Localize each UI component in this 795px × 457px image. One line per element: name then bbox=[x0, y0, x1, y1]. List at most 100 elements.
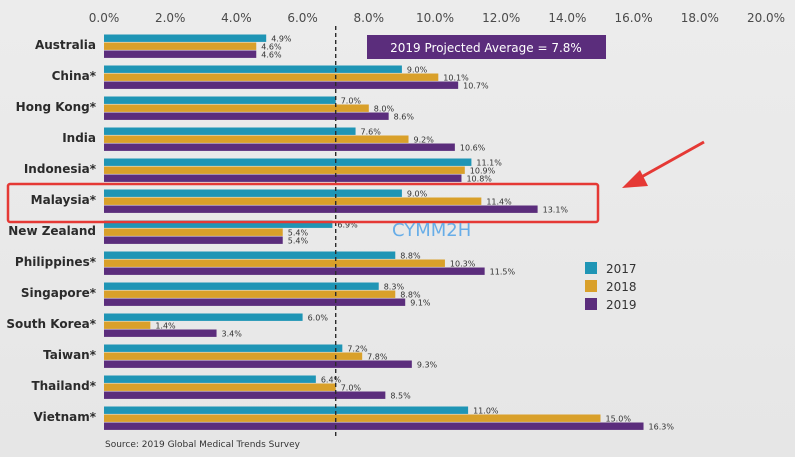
data-label-india-2017: 7.6% bbox=[361, 127, 382, 136]
bar-hong-kong-2017 bbox=[104, 96, 336, 104]
data-label-vietnam-2017: 11.0% bbox=[473, 406, 499, 415]
data-label-south-korea-2018: 1.4% bbox=[155, 321, 176, 330]
bar-singapore-2018 bbox=[104, 290, 396, 298]
category-label-taiwan: Taiwan* bbox=[43, 348, 97, 362]
bar-australia-2017 bbox=[104, 34, 267, 42]
category-label-indonesia: Indonesia* bbox=[24, 162, 97, 176]
data-label-india-2018: 9.2% bbox=[414, 135, 435, 144]
data-label-singapore-2019: 9.1% bbox=[410, 298, 431, 307]
bar-philippines-2019 bbox=[104, 267, 485, 275]
data-label-australia-2018: 4.6% bbox=[261, 42, 282, 51]
category-label-china: China* bbox=[52, 69, 97, 83]
bar-australia-2018 bbox=[104, 42, 257, 50]
bar-taiwan-2018 bbox=[104, 352, 363, 360]
annotation-arrow bbox=[622, 140, 705, 188]
legend-label-2017: 2017 bbox=[606, 262, 637, 276]
bar-south-korea-2018 bbox=[104, 321, 151, 329]
source-note: Source: 2019 Global Medical Trends Surve… bbox=[105, 440, 301, 450]
category-label-vietnam: Vietnam* bbox=[34, 410, 97, 424]
data-label-philippines-2017: 8.8% bbox=[400, 251, 421, 260]
data-label-vietnam-2019: 16.3% bbox=[649, 422, 675, 431]
projected-average-box bbox=[367, 35, 606, 59]
bar-thailand-2018 bbox=[104, 383, 336, 391]
data-label-china-2019: 10.7% bbox=[463, 81, 489, 90]
legend: 2017 2018 2019 bbox=[585, 262, 637, 312]
legend-label-2018: 2018 bbox=[606, 280, 637, 294]
data-label-south-korea-2019: 3.4% bbox=[222, 329, 243, 338]
legend-swatch-2018 bbox=[585, 280, 597, 292]
bar-malaysia-2019 bbox=[104, 205, 538, 213]
data-label-indonesia-2017: 11.1% bbox=[476, 158, 502, 167]
category-label-india: India bbox=[62, 131, 96, 145]
watermark-text: CYMM2H bbox=[392, 220, 471, 241]
category-label-hong-kong: Hong Kong* bbox=[16, 100, 97, 114]
data-label-indonesia-2019: 10.8% bbox=[466, 174, 492, 183]
x-axis-ticks: 0.0% 2.0% 4.0% 6.0% 8.0% 10.0% 12.0% 14.0% 16.0%… bbox=[89, 11, 785, 25]
bar-philippines-2018 bbox=[104, 259, 445, 267]
bar-india-2017 bbox=[104, 127, 356, 135]
bar-indonesia-2018 bbox=[104, 166, 465, 174]
bar-vietnam-2017 bbox=[104, 406, 469, 414]
category-label-thailand: Thailand* bbox=[31, 379, 96, 393]
data-label-thailand-2018: 7.0% bbox=[341, 383, 362, 392]
bar-taiwan-2019 bbox=[104, 360, 412, 368]
data-label-singapore-2018: 8.8% bbox=[400, 290, 421, 299]
x-tick-label: 16.0% bbox=[615, 11, 653, 25]
projected-average-badge: 2019 Projected Average = 7.8% bbox=[367, 35, 606, 59]
bar-south-korea-2019 bbox=[104, 329, 217, 337]
bar-vietnam-2019 bbox=[104, 422, 644, 430]
bar-malaysia-2018 bbox=[104, 197, 482, 205]
bar-china-2019 bbox=[104, 81, 459, 89]
data-label-new-zealand-2017: 6.9% bbox=[337, 220, 358, 229]
data-label-australia-2017: 4.9% bbox=[271, 34, 292, 43]
category-label-australia: Australia bbox=[35, 38, 96, 52]
bar-hong-kong-2019 bbox=[104, 112, 389, 120]
data-label-singapore-2017: 8.3% bbox=[384, 282, 405, 291]
x-tick-label: 8.0% bbox=[354, 11, 385, 25]
data-label-hong-kong-2019: 8.6% bbox=[394, 112, 415, 121]
data-label-malaysia-2019: 13.1% bbox=[543, 205, 569, 214]
data-label-hong-kong-2017: 7.0% bbox=[341, 96, 362, 105]
malaysia-highlight-box bbox=[6, 182, 600, 224]
bar-thailand-2019 bbox=[104, 391, 386, 399]
legend-label-2019: 2019 bbox=[606, 298, 637, 312]
bar-new-zealand-2018 bbox=[104, 228, 283, 236]
legend-swatch-2017 bbox=[585, 262, 597, 274]
bar-singapore-2017 bbox=[104, 282, 379, 290]
bar-singapore-2019 bbox=[104, 298, 406, 306]
x-tick-label: 14.0% bbox=[548, 11, 586, 25]
category-label-malaysia: Malaysia* bbox=[31, 193, 97, 207]
legend-swatch-2019 bbox=[585, 298, 597, 310]
x-tick-label: 20.0% bbox=[747, 11, 785, 25]
data-label-philippines-2019: 11.5% bbox=[490, 267, 516, 276]
bar-hong-kong-2018 bbox=[104, 104, 369, 112]
bar-indonesia-2017 bbox=[104, 158, 472, 166]
arrow-head bbox=[622, 170, 648, 188]
data-label-vietnam-2018: 15.0% bbox=[606, 414, 632, 423]
data-label-india-2019: 10.6% bbox=[460, 143, 486, 152]
data-label-malaysia-2018: 11.4% bbox=[486, 197, 512, 206]
bar-india-2019 bbox=[104, 143, 455, 151]
data-label-indonesia-2018: 10.9% bbox=[470, 166, 496, 175]
x-tick-label: 4.0% bbox=[221, 11, 252, 25]
bar-new-zealand-2017 bbox=[104, 220, 333, 228]
data-label-taiwan-2017: 7.2% bbox=[347, 344, 368, 353]
x-tick-label: 2.0% bbox=[155, 11, 186, 25]
labels-group: Australia 4.9%4.6%4.6%China* 9.0%10.1%10.7… bbox=[6, 34, 674, 431]
projected-average-label: 2019 Projected Average = 7.8% bbox=[390, 41, 582, 55]
x-tick-label: 10.0% bbox=[416, 11, 454, 25]
bar-south-korea-2017 bbox=[104, 313, 303, 321]
category-label-south-korea: South Korea* bbox=[6, 317, 96, 331]
data-label-thailand-2019: 8.5% bbox=[390, 391, 411, 400]
category-label-new-zealand: New Zealand bbox=[8, 224, 96, 238]
category-label-singapore: Singapore* bbox=[21, 286, 97, 300]
x-tick-label: 0.0% bbox=[89, 11, 120, 25]
bar-indonesia-2019 bbox=[104, 174, 462, 182]
bar-philippines-2017 bbox=[104, 251, 396, 259]
x-tick-label: 12.0% bbox=[482, 11, 520, 25]
data-label-china-2017: 9.0% bbox=[407, 65, 428, 74]
data-label-australia-2019: 4.6% bbox=[261, 50, 282, 59]
arrow-shaft bbox=[635, 140, 705, 182]
data-label-south-korea-2017: 6.0% bbox=[308, 313, 329, 322]
